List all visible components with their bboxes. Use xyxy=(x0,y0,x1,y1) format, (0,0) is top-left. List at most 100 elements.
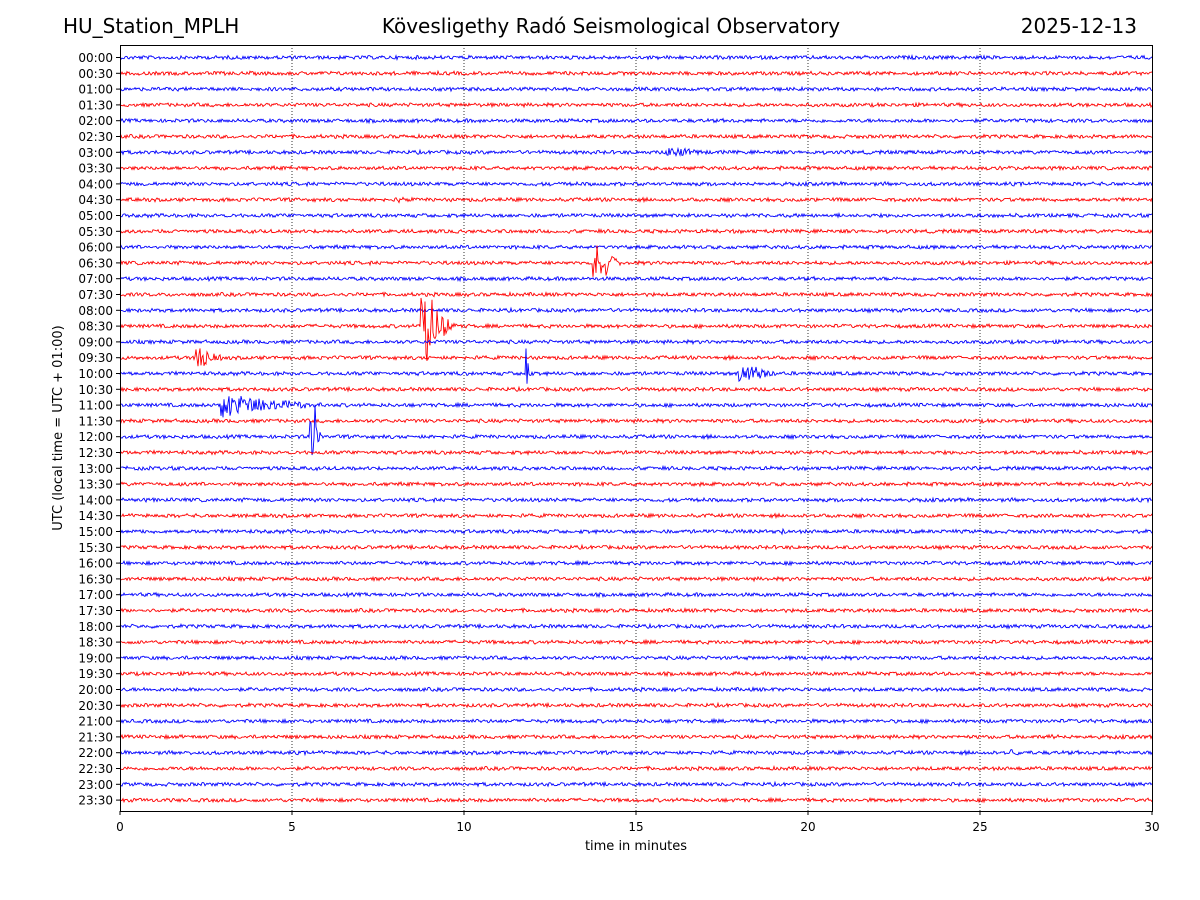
trace-1600 xyxy=(119,559,1153,567)
y-tick-label: 01:30 xyxy=(78,98,113,112)
y-tick-label: 20:00 xyxy=(78,683,113,697)
trace-1830 xyxy=(119,638,1153,646)
trace-0800 xyxy=(119,306,1153,314)
trace-1530 xyxy=(119,543,1153,551)
trace-0900 xyxy=(119,338,1153,346)
trace-1200 xyxy=(119,404,1153,456)
y-tick-label: 03:00 xyxy=(78,146,113,160)
x-tick-label: 30 xyxy=(1144,820,1159,834)
y-tick-label: 16:00 xyxy=(78,557,113,571)
y-tick-label: 13:30 xyxy=(78,478,113,492)
y-tick-label: 10:00 xyxy=(78,367,113,381)
plot-frame xyxy=(120,45,1153,812)
trace-1030 xyxy=(120,385,1153,393)
trace-2130 xyxy=(119,733,1153,741)
y-tick-label: 12:00 xyxy=(78,430,113,444)
trace-2200 xyxy=(119,749,1153,757)
trace-1000 xyxy=(119,348,1153,384)
y-tick-label: 22:00 xyxy=(78,746,113,760)
trace-0000 xyxy=(119,53,1153,62)
y-tick-label: 05:00 xyxy=(78,209,113,223)
y-tick-label: 15:00 xyxy=(78,525,113,539)
trace-1930 xyxy=(119,670,1153,678)
y-tick-label: 11:30 xyxy=(78,414,113,428)
trace-1700 xyxy=(119,591,1153,599)
chart-title: Kövesligethy Radó Seismological Observat… xyxy=(381,14,841,38)
y-tick-label: 22:30 xyxy=(78,762,113,776)
trace-1330 xyxy=(119,480,1153,488)
trace-0630 xyxy=(119,245,1153,277)
trace-1730 xyxy=(119,606,1153,614)
trace-1900 xyxy=(119,654,1153,662)
y-tick-label: 17:00 xyxy=(78,588,113,602)
trace-0200 xyxy=(119,117,1153,125)
y-tick-label: 14:30 xyxy=(78,509,113,523)
y-tick-label: 09:00 xyxy=(78,335,113,349)
trace-0430 xyxy=(119,196,1153,204)
chart-date: 2025-12-13 xyxy=(1020,14,1137,38)
x-axis-label: time in minutes xyxy=(585,839,687,854)
y-tick-label: 12:30 xyxy=(78,446,113,460)
y-tick-label: 18:00 xyxy=(78,620,113,634)
trace-2030 xyxy=(119,701,1153,709)
y-tick-label: 07:00 xyxy=(78,272,113,286)
trace-2230 xyxy=(119,764,1153,772)
x-tick-label: 15 xyxy=(628,820,643,834)
y-tick-label: 08:00 xyxy=(78,304,113,318)
x-tick-label: 5 xyxy=(288,820,296,834)
y-tick-label: 04:30 xyxy=(78,193,113,207)
trace-1300 xyxy=(119,464,1153,472)
y-tick-label: 07:30 xyxy=(78,288,113,302)
y-tick-label: 21:30 xyxy=(78,730,113,744)
y-tick-label: 15:30 xyxy=(78,541,113,555)
station-name: HU_Station_MPLH xyxy=(63,14,240,38)
x-tick-label: 25 xyxy=(972,820,987,834)
y-tick-label: 11:00 xyxy=(78,399,113,413)
y-tick-label: 10:30 xyxy=(78,383,113,397)
y-tick-label: 08:30 xyxy=(78,320,113,334)
trace-0300 xyxy=(119,146,1153,158)
trace-0100 xyxy=(119,85,1153,93)
trace-1400 xyxy=(119,496,1153,504)
y-tick-label: 04:00 xyxy=(78,177,113,191)
x-axis-ticks: 0 5 10 15 20 25 30 xyxy=(116,811,1160,834)
trace-0530 xyxy=(119,227,1153,235)
trace-0030 xyxy=(119,69,1153,77)
x-tick-label: 10 xyxy=(456,820,471,834)
y-tick-label: 21:00 xyxy=(78,715,113,729)
trace-1230 xyxy=(119,449,1153,456)
trace-2330 xyxy=(119,796,1153,804)
y-tick-label: 03:30 xyxy=(78,162,113,176)
trace-1100 xyxy=(119,395,1153,418)
y-tick-label: 05:30 xyxy=(78,225,113,239)
trace-0130 xyxy=(119,101,1153,109)
trace-1800 xyxy=(119,622,1153,630)
y-tick-label: 02:30 xyxy=(78,130,113,144)
trace-0400 xyxy=(119,180,1153,188)
x-tick-label: 0 xyxy=(116,820,124,834)
y-tick-label: 23:30 xyxy=(78,794,113,808)
trace-0830 xyxy=(119,297,1153,362)
y-tick-label: 00:30 xyxy=(78,67,113,81)
y-tick-label: 13:00 xyxy=(78,462,113,476)
seismogram-traces xyxy=(119,53,1153,804)
grid-lines xyxy=(291,45,981,811)
trace-0330 xyxy=(119,164,1153,172)
trace-2000 xyxy=(119,685,1152,693)
trace-2100 xyxy=(119,717,1153,725)
trace-1430 xyxy=(119,512,1153,520)
trace-2300 xyxy=(119,780,1153,788)
trace-0730 xyxy=(119,290,1153,298)
trace-0230 xyxy=(119,132,1153,140)
y-tick-label: 06:30 xyxy=(78,256,113,270)
y-tick-label: 19:30 xyxy=(78,667,113,681)
y-tick-label: 16:30 xyxy=(78,572,113,586)
trace-0600 xyxy=(119,243,1153,251)
y-tick-label: 19:00 xyxy=(78,651,113,665)
trace-0930 xyxy=(119,348,1153,367)
trace-1630 xyxy=(119,575,1153,583)
trace-0500 xyxy=(119,212,1153,219)
trace-1130 xyxy=(119,417,1153,425)
